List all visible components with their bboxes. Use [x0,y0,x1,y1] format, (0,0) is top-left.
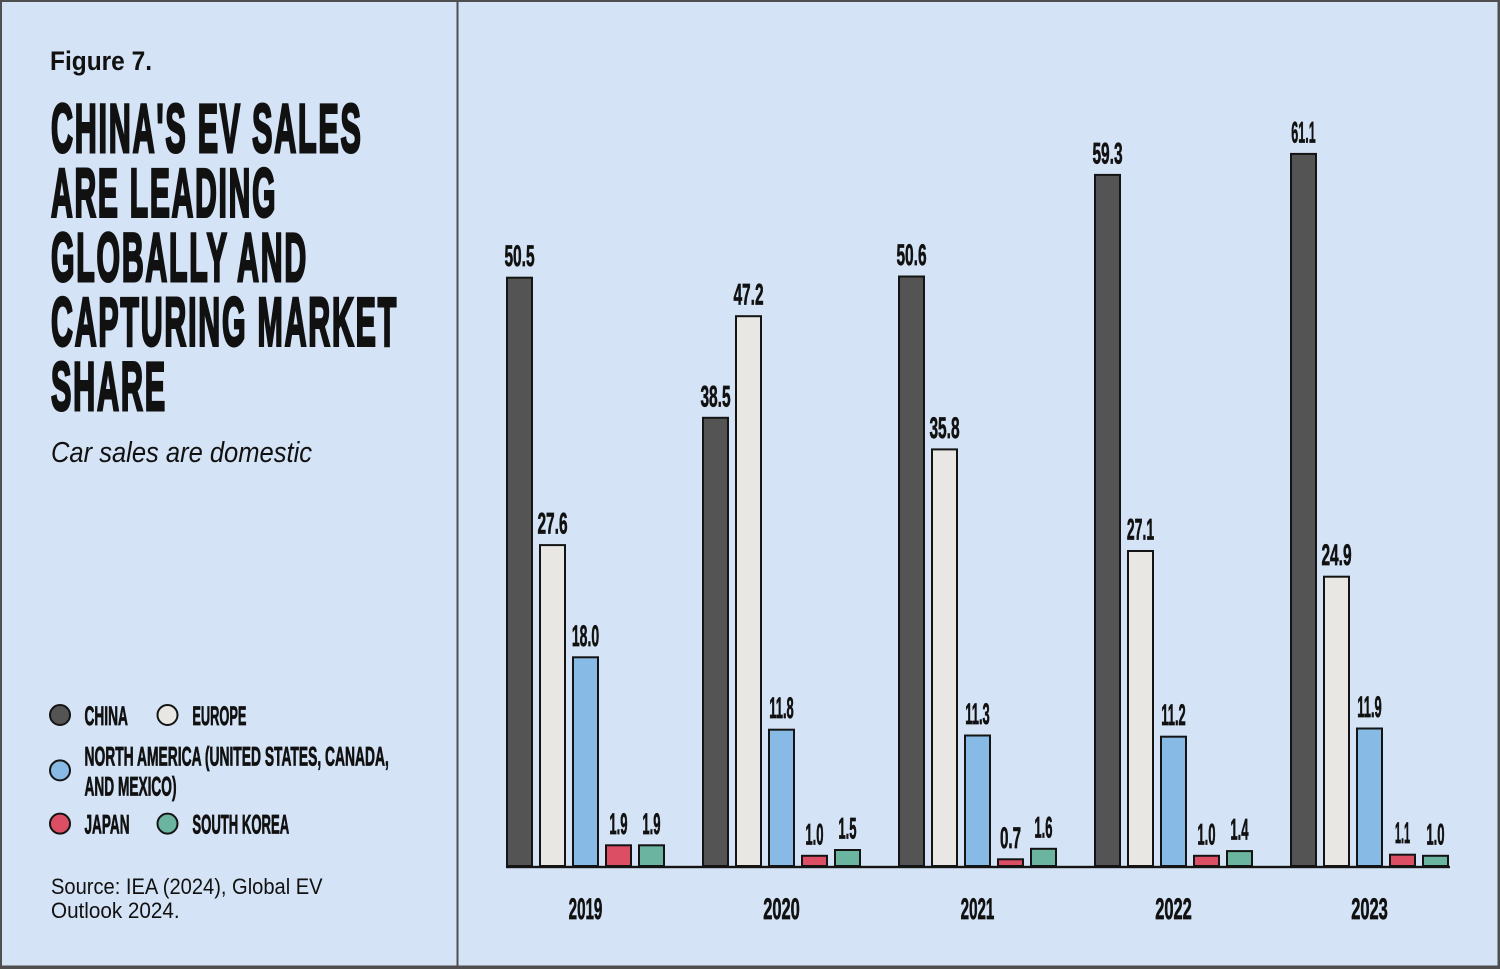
svg-text:JAPAN: JAPAN [85,810,130,840]
svg-text:1.9: 1.9 [642,808,660,841]
svg-text:0.7: 0.7 [1000,822,1021,855]
svg-text:2022: 2022 [1155,893,1192,926]
svg-text:35.8: 35.8 [929,412,959,445]
svg-text:Figure 7.: Figure 7. [50,46,152,76]
svg-text:ARE LEADING: ARE LEADING [51,155,277,232]
svg-text:61.1: 61.1 [1291,116,1315,149]
svg-text:2019: 2019 [569,893,603,926]
svg-text:CHINA: CHINA [85,701,128,731]
svg-text:11.2: 11.2 [1161,699,1185,732]
svg-text:SHARE: SHARE [51,348,167,425]
svg-text:1.6: 1.6 [1034,811,1052,844]
svg-text:2020: 2020 [763,893,800,926]
svg-text:Source: IEA (2024), Global EV: Source: IEA (2024), Global EV [51,874,323,899]
svg-text:AND MEXICO): AND MEXICO) [85,771,177,801]
svg-text:SOUTH KOREA: SOUTH KOREA [192,810,289,840]
svg-text:11.9: 11.9 [1357,691,1381,724]
svg-text:CAPTURING MARKET: CAPTURING MARKET [51,284,398,361]
svg-text:Car sales are domestic: Car sales are domestic [51,437,312,469]
svg-text:Outlook 2024.: Outlook 2024. [51,898,180,923]
svg-text:1.0: 1.0 [805,818,823,851]
svg-text:1.9: 1.9 [609,808,627,841]
svg-text:1.0: 1.0 [1197,818,1215,851]
svg-text:1.0: 1.0 [1426,818,1444,851]
svg-text:GLOBALLY AND: GLOBALLY AND [51,219,308,296]
svg-text:59.3: 59.3 [1092,137,1122,170]
svg-text:2021: 2021 [961,893,995,926]
svg-text:CHINA'S EV SALES: CHINA'S EV SALES [51,90,363,167]
svg-text:1.5: 1.5 [838,813,856,846]
svg-text:50.5: 50.5 [504,240,534,273]
svg-text:11.3: 11.3 [965,698,989,731]
svg-text:47.2: 47.2 [733,279,763,312]
svg-text:2023: 2023 [1351,893,1388,926]
svg-text:11.8: 11.8 [769,692,793,725]
svg-text:NORTH AMERICA (UNITED STATES,: NORTH AMERICA (UNITED STATES, CANADA, [85,741,389,771]
svg-text:27.6: 27.6 [537,508,567,541]
svg-text:1.4: 1.4 [1230,814,1248,847]
svg-text:1.1: 1.1 [1395,817,1410,850]
svg-text:24.9: 24.9 [1321,539,1351,572]
svg-text:EUROPE: EUROPE [192,701,246,731]
svg-text:27.1: 27.1 [1127,514,1154,547]
svg-text:38.5: 38.5 [700,380,730,413]
svg-text:18.0: 18.0 [572,620,599,653]
svg-text:50.6: 50.6 [896,239,926,272]
